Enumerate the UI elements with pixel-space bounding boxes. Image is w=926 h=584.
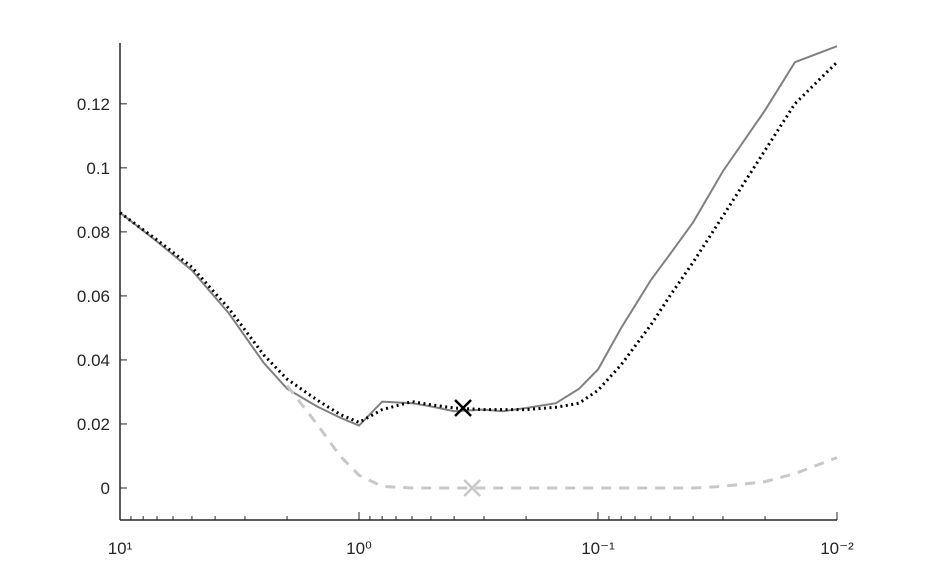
x-tick-label: 10⁻² (820, 539, 854, 558)
marker (454, 399, 472, 417)
y-tick-label: 0.08 (77, 223, 110, 242)
x-tick-label: 10¹ (108, 539, 133, 558)
x-tick-label: 10⁰ (346, 539, 372, 558)
marker (463, 479, 482, 497)
y-tick-label: 0.1 (86, 159, 110, 178)
y-tick-label: 0 (101, 479, 110, 498)
y-tick-label: 0.06 (77, 287, 110, 306)
x-tick-label: 10⁻¹ (581, 539, 615, 558)
y-tick-label: 0.04 (77, 351, 110, 370)
series-line (119, 61, 839, 425)
series-line (285, 384, 838, 490)
y-tick-label: 0.02 (77, 415, 110, 434)
series-line (119, 45, 838, 427)
y-tick-label: 0.12 (77, 95, 110, 114)
